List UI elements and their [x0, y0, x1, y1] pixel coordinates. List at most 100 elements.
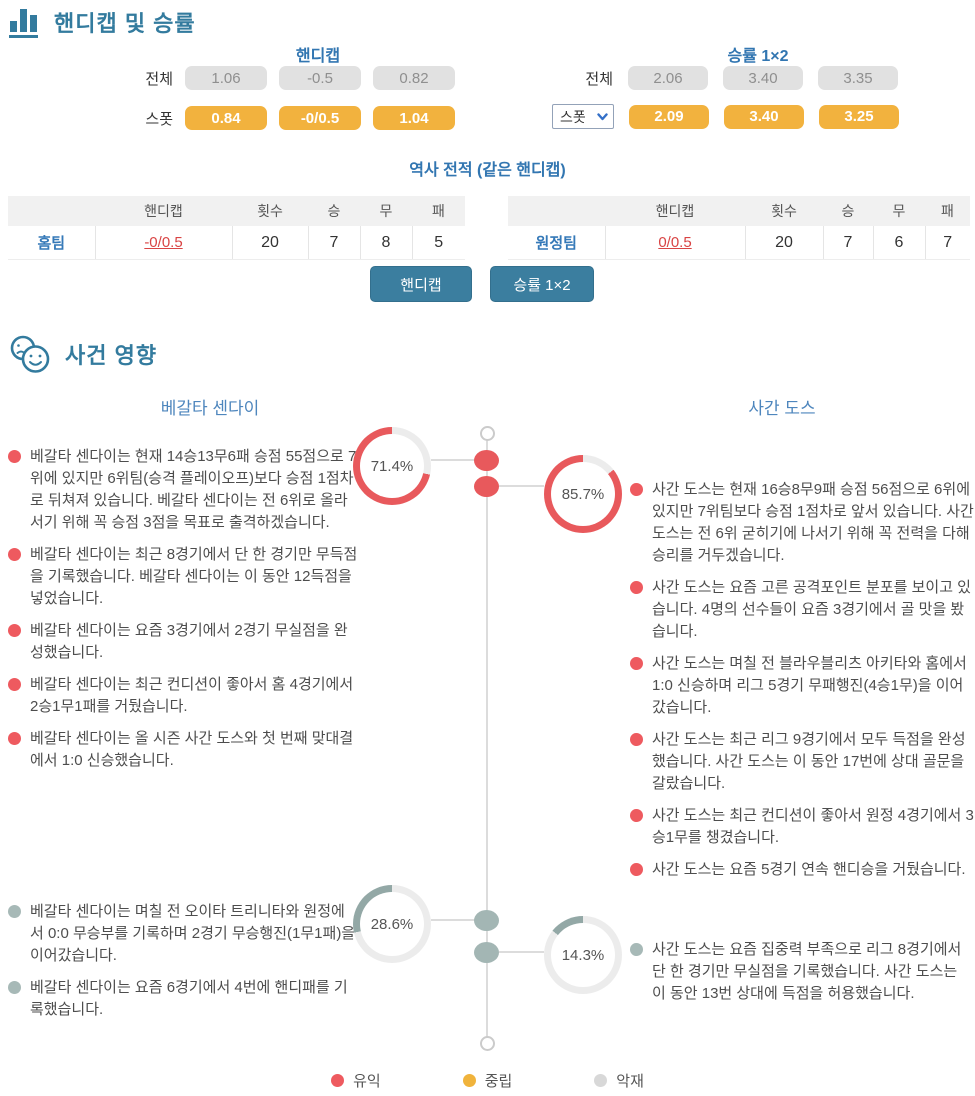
handicap-button[interactable]: 핸디캡	[370, 266, 472, 302]
event-text: 베갈타 센다이는 요즘 3경기에서 2경기 무실점을 완성했습니다.	[30, 622, 348, 661]
legend-item-neutral: 중립	[462, 1070, 513, 1091]
legend-item-positive: 유익	[331, 1070, 381, 1091]
positive-dot-icon	[630, 863, 643, 876]
legend-label: 중립	[484, 1073, 513, 1090]
col-team	[8, 196, 95, 226]
home-positive-events: 베갈타 센다이는 현재 14승13무6패 승점 55점으로 7위에 있지만 6위…	[8, 446, 358, 782]
event-text: 베갈타 센다이는 요즘 6경기에서 4번에 핸디패를 기록했습니다.	[30, 979, 348, 1018]
event-text: 베갈타 센다이는 최근 8경기에서 단 한 경기만 무득점을 기록했습니다. 베…	[30, 546, 358, 607]
col-count: 횟수	[232, 196, 308, 226]
handicap-spot-home[interactable]: 0.84	[185, 106, 267, 130]
positive-dot-icon	[331, 1074, 345, 1087]
event-text: 베갈타 센다이는 올 시즌 사간 도스와 첫 번째 맞대결에서 1:0 신승했습…	[30, 730, 354, 769]
event-text: 베갈타 센다이는 최근 컨디션이 좋아서 홈 4경기에서 2승1무1패를 거뒀습…	[30, 676, 354, 715]
section-title-events: 사건 영향	[65, 343, 158, 368]
list-item: 사간 도스는 최근 리그 9경기에서 모두 득점을 완성했습니다. 사간 도스는…	[630, 729, 975, 795]
away-win: 7	[822, 226, 873, 260]
col-loss: 패	[412, 196, 465, 226]
odds-spot-1[interactable]: 2.09	[629, 104, 709, 129]
gauge-value: 85.7%	[551, 462, 615, 526]
timeline-node-home-positive	[474, 450, 499, 471]
list-item: 사간 도스는 며칠 전 블라우블리츠 아키타와 홈에서 1:0 신승하며 리그 …	[630, 653, 975, 719]
event-text: 베갈타 센다이는 현재 14승13무6패 승점 55점으로 7위에 있지만 6위…	[30, 448, 357, 531]
event-text: 사간 도스는 요즘 5경기 연속 핸디승을 거뒀습니다.	[652, 861, 966, 878]
home-loss: 5	[411, 226, 465, 260]
odds-spot-2[interactable]: 3.25	[819, 104, 899, 129]
table-row: 홈팀 -0/0.5 20 7 8 5	[8, 226, 465, 260]
timeline-end-circle	[480, 1036, 495, 1051]
timeline-node-away-negative	[474, 942, 499, 963]
event-text: 사간 도스는 현재 16승8무9패 승점 56점으로 6위에 있지만 7위팀보다…	[652, 481, 974, 564]
legend-item-negative: 악재	[594, 1070, 644, 1091]
away-history-header: 핸디캡 횟수 승 무 패	[508, 196, 970, 226]
list-item: 사간 도스는 요즘 5경기 연속 핸디승을 거뒀습니다.	[630, 859, 975, 881]
col-draw: 무	[360, 196, 412, 226]
faces-icon	[10, 335, 50, 373]
home-history-header: 핸디캡 횟수 승 무 패	[8, 196, 465, 226]
col-win: 승	[308, 196, 360, 226]
away-team-title: 사간 도스	[748, 399, 816, 418]
connector-line	[431, 919, 475, 921]
event-text: 사간 도스는 요즘 집중력 부족으로 리그 8경기에서 단 한 경기만 무실점을…	[652, 941, 962, 1002]
gauge-value: 14.3%	[551, 923, 615, 987]
positive-dot-icon	[630, 657, 643, 670]
home-win: 7	[307, 226, 360, 260]
home-count: 20	[231, 226, 308, 260]
list-item: 베갈타 센다이는 요즘 3경기에서 2경기 무실점을 완성했습니다.	[8, 620, 358, 664]
list-item: 베갈타 센다이는 현재 14승13무6패 승점 55점으로 7위에 있지만 6위…	[8, 446, 358, 534]
away-history-table: 핸디캡 횟수 승 무 패 원정팀 0/0.5 20 7 6 7	[508, 196, 970, 260]
handicap-spot-line[interactable]: -0/0.5	[279, 106, 361, 130]
section-title-odds: 핸디캡 및 승률	[54, 11, 196, 36]
negative-dot-icon	[594, 1074, 608, 1087]
odds-total-x: 3.40	[723, 66, 803, 90]
col-loss: 패	[925, 196, 970, 226]
col-count: 횟수	[745, 196, 823, 226]
connector-line	[499, 951, 544, 953]
col-draw: 무	[873, 196, 925, 226]
gauge-value: 71.4%	[360, 434, 424, 498]
positive-dot-icon	[8, 732, 21, 745]
list-item: 베갈타 센다이는 올 시즌 사간 도스와 첫 번째 맞대결에서 1:0 신승했습…	[8, 728, 358, 772]
list-item: 베갈타 센다이는 며칠 전 오이타 트리니타와 원정에서 0:0 무승부를 기록…	[8, 901, 358, 967]
timeline-node-away-positive	[474, 476, 499, 497]
connector-line	[499, 485, 544, 487]
row-label-total-odds: 전체	[585, 70, 613, 88]
handicap-total-away: 0.82	[373, 66, 455, 90]
gauge-value: 28.6%	[360, 892, 424, 956]
home-negative-events: 베갈타 센다이는 며칠 전 오이타 트리니타와 원정에서 0:0 무승부를 기록…	[8, 901, 358, 1031]
home-positive-gauge: 71.4%	[353, 427, 431, 505]
event-text: 사간 도스는 며칠 전 블라우블리츠 아키타와 홈에서 1:0 신승하며 리그 …	[652, 655, 967, 716]
event-text: 베갈타 센다이는 며칠 전 오이타 트리니타와 원정에서 0:0 무승부를 기록…	[30, 903, 356, 964]
away-handicap-link[interactable]: 0/0.5	[658, 233, 692, 251]
list-item: 사간 도스는 요즘 집중력 부족으로 리그 8경기에서 단 한 경기만 무실점을…	[630, 939, 975, 1005]
away-negative-events: 사간 도스는 요즘 집중력 부족으로 리그 8경기에서 단 한 경기만 무실점을…	[630, 939, 975, 1015]
positive-dot-icon	[8, 678, 21, 691]
handicap-odds-section-header: 핸디캡 및 승률	[8, 6, 196, 38]
timeline-node-home-negative	[474, 910, 499, 931]
handicap-row-total: 전체 1.06 -0.5 0.82	[141, 66, 455, 90]
handicap-spot-away[interactable]: 1.04	[373, 106, 455, 130]
list-item: 베갈타 센다이는 요즘 6경기에서 4번에 핸디패를 기록했습니다.	[8, 977, 358, 1021]
legend: 유익 중립 악재	[0, 1070, 975, 1091]
col-win: 승	[823, 196, 873, 226]
timeline-start-circle	[480, 426, 495, 441]
away-negative-gauge: 14.3%	[544, 916, 622, 994]
table-row: 원정팀 0/0.5 20 7 6 7	[508, 226, 970, 260]
event-impact-section-header: 사건 영향	[8, 334, 157, 374]
event-text: 사간 도스는 요즘 고른 공격포인트 분포를 보이고 있습니다. 4명의 선수들…	[652, 579, 971, 640]
home-handicap-link[interactable]: -0/0.5	[144, 233, 183, 251]
home-team-label: 홈팀	[8, 226, 95, 260]
odds-1x2-button[interactable]: 승률 1×2	[490, 266, 594, 302]
spot-dropdown-value: 스폿	[560, 108, 586, 125]
away-count: 20	[744, 226, 823, 260]
positive-dot-icon	[8, 624, 21, 637]
home-negative-gauge: 28.6%	[353, 885, 431, 963]
row-label-total: 전체	[145, 70, 173, 88]
row-label-spot: 스폿	[145, 110, 173, 128]
list-item: 사간 도스는 최근 컨디션이 좋아서 원정 4경기에서 3승1무를 챙겼습니다.	[630, 805, 975, 849]
odds-row-spot: 스폿 2.09 3.40 3.25	[552, 104, 899, 129]
odds-panel-title: 승률 1×2	[727, 48, 789, 65]
odds-spot-x[interactable]: 3.40	[724, 104, 804, 129]
spot-dropdown[interactable]: 스폿	[552, 104, 614, 129]
legend-label: 악재	[616, 1073, 644, 1090]
